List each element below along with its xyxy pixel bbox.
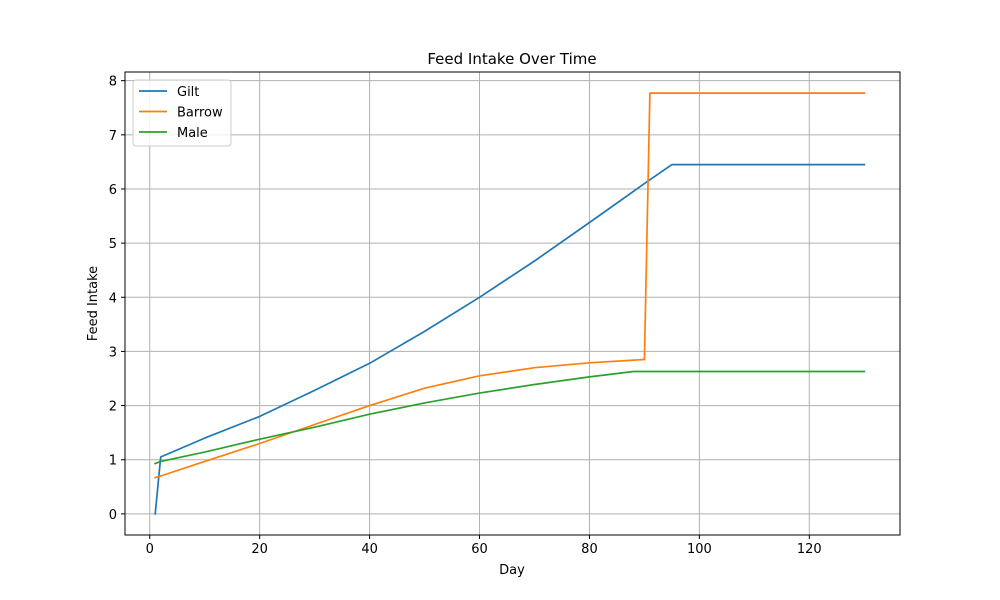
x-axis-label: Day [499, 563, 525, 578]
series-line-barrow [154, 92, 866, 479]
legend-label-male: Male [177, 126, 208, 141]
y-tick-label: 4 [109, 291, 117, 306]
y-tick-label: 2 [109, 400, 117, 415]
x-tick-label: 80 [581, 542, 598, 557]
y-axis-label: Feed Intake [86, 266, 101, 341]
series-line-male [154, 370, 866, 465]
chart-title: Feed Intake Over Time [427, 50, 596, 68]
x-tick-label: 60 [471, 542, 488, 557]
y-axis-ticks: 0 1 2 3 4 5 6 7 8 [109, 75, 125, 523]
y-tick-label: 1 [109, 454, 117, 469]
series-line-gilt [154, 163, 866, 515]
legend-label-barrow: Barrow [177, 106, 223, 121]
x-tick-label: 20 [251, 542, 268, 557]
legend-box [132, 79, 232, 147]
y-tick-label: 7 [109, 129, 117, 144]
legend: Gilt Barrow Male [132, 79, 232, 147]
x-tick-label: 120 [797, 542, 822, 557]
x-tick-label: 0 [146, 542, 154, 557]
x-tick-label: 100 [687, 542, 712, 557]
y-tick-label: 8 [109, 75, 117, 90]
legend-label-gilt: Gilt [177, 85, 199, 100]
x-axis-ticks: 0 20 40 60 80 100 120 [146, 535, 822, 557]
x-tick-label: 40 [361, 542, 378, 557]
y-tick-label: 3 [109, 345, 117, 360]
y-tick-label: 5 [109, 237, 117, 252]
series-lines [154, 92, 866, 515]
y-tick-label: 6 [109, 183, 117, 198]
y-tick-label: 0 [109, 508, 117, 523]
plot-frame [124, 71, 901, 536]
grid [125, 72, 900, 535]
